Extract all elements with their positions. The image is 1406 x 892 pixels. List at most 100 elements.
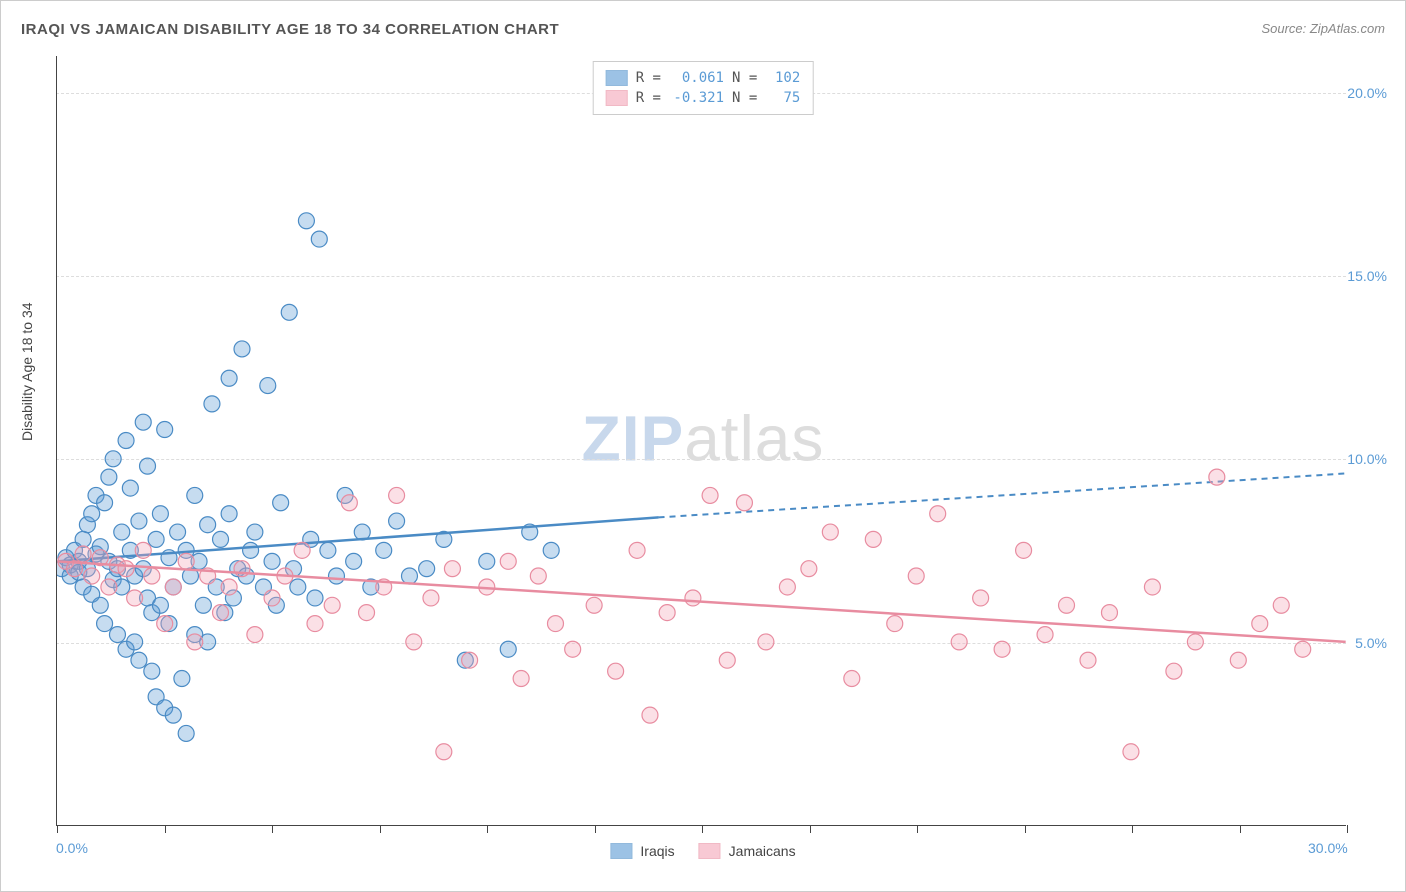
data-point	[195, 597, 211, 613]
data-point	[994, 641, 1010, 657]
data-point	[307, 590, 323, 606]
x-tick	[165, 825, 166, 833]
data-point	[462, 652, 478, 668]
data-point	[608, 663, 624, 679]
data-point	[951, 634, 967, 650]
legend-n-label-1: N =	[732, 70, 757, 86]
data-point	[92, 597, 108, 613]
data-point	[97, 495, 113, 511]
data-point	[221, 370, 237, 386]
data-point	[324, 597, 340, 613]
y-tick-label: 10.0%	[1347, 451, 1387, 467]
data-point	[281, 304, 297, 320]
data-point	[148, 531, 164, 547]
data-point	[152, 506, 168, 522]
data-point	[307, 616, 323, 632]
x-tick	[1347, 825, 1348, 833]
data-point	[758, 634, 774, 650]
data-point	[75, 546, 91, 562]
data-point	[1187, 634, 1203, 650]
data-point	[629, 542, 645, 558]
data-point	[801, 561, 817, 577]
data-point	[247, 627, 263, 643]
legend-n-label-2: N =	[732, 90, 757, 106]
x-tick	[595, 825, 596, 833]
data-point	[213, 531, 229, 547]
data-point	[101, 469, 117, 485]
data-point	[376, 542, 392, 558]
data-point	[187, 487, 203, 503]
data-point	[298, 213, 314, 229]
data-point	[719, 652, 735, 668]
data-point	[200, 517, 216, 533]
data-point	[500, 553, 516, 569]
data-point	[543, 542, 559, 558]
data-point	[84, 506, 100, 522]
y-tick-label: 15.0%	[1347, 268, 1387, 284]
data-point	[1252, 616, 1268, 632]
data-point	[359, 605, 375, 621]
data-point	[887, 616, 903, 632]
x-tick	[702, 825, 703, 833]
data-point	[1166, 663, 1182, 679]
data-point	[213, 605, 229, 621]
data-point	[822, 524, 838, 540]
legend-r-value-1: 0.061	[669, 70, 724, 86]
legend-r-value-2: -0.321	[669, 90, 724, 106]
correlation-legend: R = 0.061 N = 102 R = -0.321 N = 75	[593, 61, 814, 115]
data-point	[702, 487, 718, 503]
data-point	[1101, 605, 1117, 621]
data-point	[264, 590, 280, 606]
data-point	[401, 568, 417, 584]
data-point	[1144, 579, 1160, 595]
legend-swatch-1	[606, 70, 628, 86]
y-tick-label: 5.0%	[1355, 635, 1387, 651]
data-point	[1230, 652, 1246, 668]
legend-swatch-bottom-2	[699, 843, 721, 859]
data-point	[973, 590, 989, 606]
source-label: Source: ZipAtlas.com	[1261, 21, 1385, 36]
data-point	[118, 433, 134, 449]
data-point	[273, 495, 289, 511]
data-point	[122, 480, 138, 496]
x-tick	[1132, 825, 1133, 833]
legend-row-series-1: R = 0.061 N = 102	[606, 68, 801, 88]
x-tick	[487, 825, 488, 833]
x-tick	[1025, 825, 1026, 833]
data-point	[105, 451, 121, 467]
legend-swatch-bottom-1	[610, 843, 632, 859]
data-point	[165, 579, 181, 595]
data-point	[247, 524, 263, 540]
data-point	[1273, 597, 1289, 613]
data-point	[328, 568, 344, 584]
data-point	[642, 707, 658, 723]
x-tick	[57, 825, 58, 833]
data-point	[118, 561, 134, 577]
data-point	[243, 542, 259, 558]
legend-swatch-2	[606, 90, 628, 106]
x-tick	[1240, 825, 1241, 833]
y-tick-label: 20.0%	[1347, 85, 1387, 101]
data-point	[341, 495, 357, 511]
data-point	[659, 605, 675, 621]
data-point	[221, 506, 237, 522]
data-point	[930, 506, 946, 522]
legend-r-label-1: R =	[636, 70, 661, 86]
plot-area	[56, 56, 1346, 826]
data-point	[419, 561, 435, 577]
x-tick	[917, 825, 918, 833]
x-axis-max-label: 30.0%	[1308, 840, 1348, 856]
data-point	[221, 579, 237, 595]
data-point	[127, 634, 143, 650]
data-point	[165, 707, 181, 723]
chart-title: IRAQI VS JAMAICAN DISABILITY AGE 18 TO 3…	[21, 21, 559, 38]
x-tick	[810, 825, 811, 833]
legend-label-2: Jamaicans	[729, 843, 796, 859]
legend-row-series-2: R = -0.321 N = 75	[606, 88, 801, 108]
data-point	[320, 542, 336, 558]
legend-n-value-1: 102	[765, 70, 800, 86]
data-point	[135, 542, 151, 558]
data-point	[131, 652, 147, 668]
data-point	[736, 495, 752, 511]
data-point	[101, 579, 117, 595]
